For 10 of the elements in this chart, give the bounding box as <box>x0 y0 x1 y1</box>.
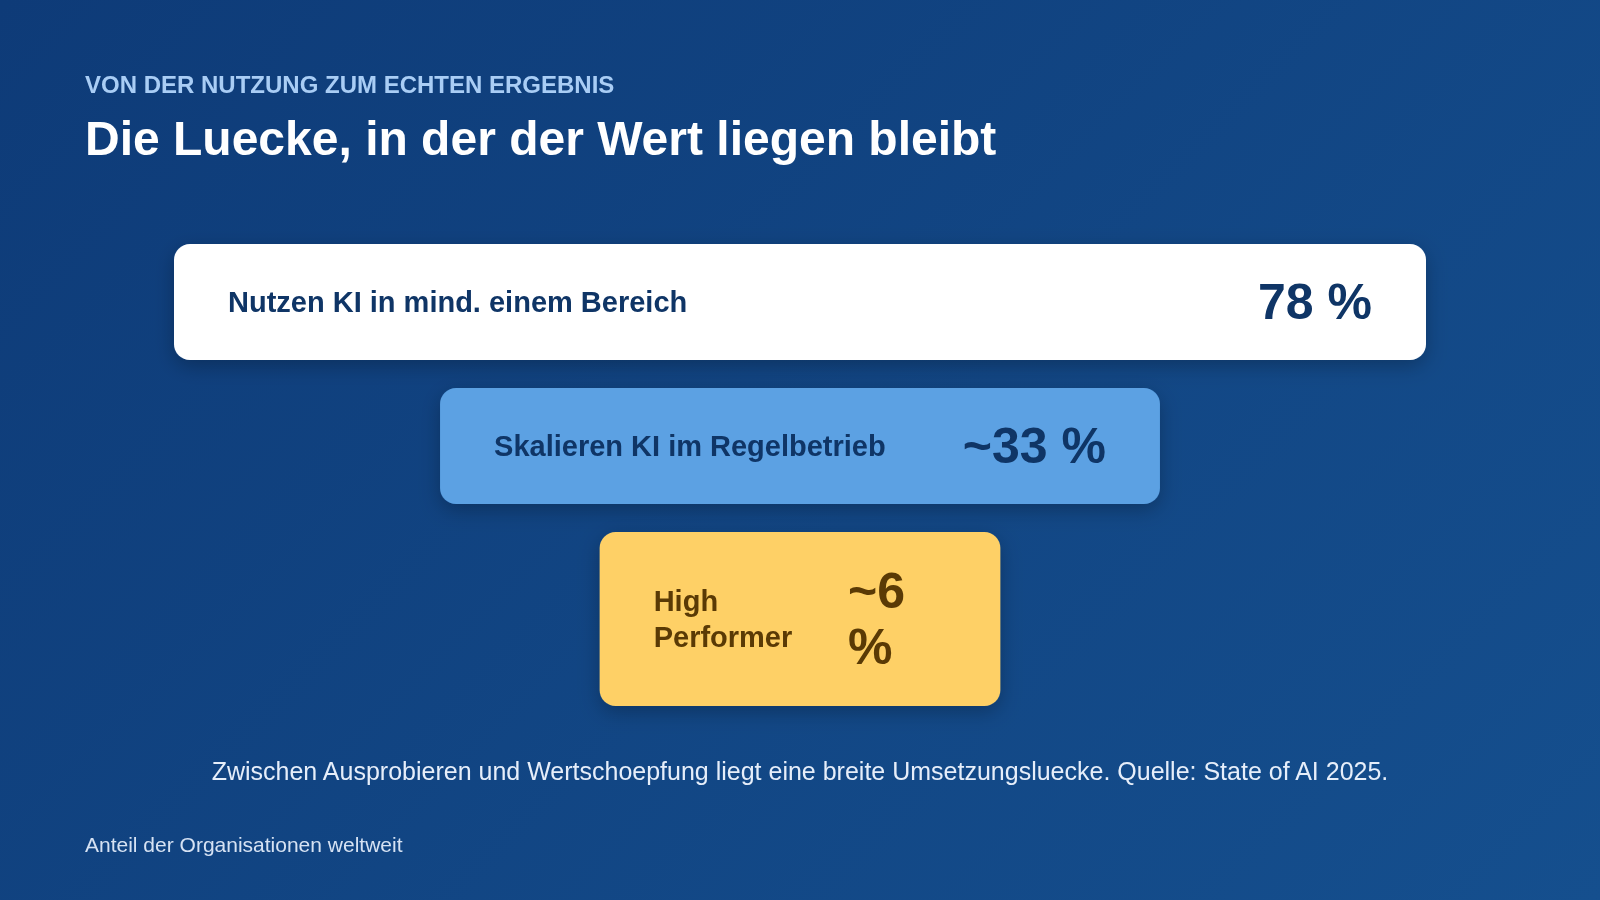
data-label: ~6 % <box>848 563 919 675</box>
data-label: 78 % <box>1258 274 1372 330</box>
text: Zwischen Ausprobieren und Wertschoepfung liegt eine breite Umsetzungsluecke. Quelle: State of AI 2025. <box>211 757 1389 785</box>
category-label: High Performer <box>653 585 793 653</box>
text: VON DER NUTZUNG ZUM ECHTEN ERGEBNIS <box>85 70 615 98</box>
category-label: Nutzen KI in mind. einem Bereich <box>228 286 688 318</box>
text: Die Luecke, in der der Wert liegen bleibt <box>85 111 997 165</box>
category-label: Skalieren KI im Regelbetrieb <box>494 430 886 462</box>
data-label: ~33 % <box>962 418 1106 474</box>
text: Anteil der Organisationen weltweit <box>85 833 403 856</box>
